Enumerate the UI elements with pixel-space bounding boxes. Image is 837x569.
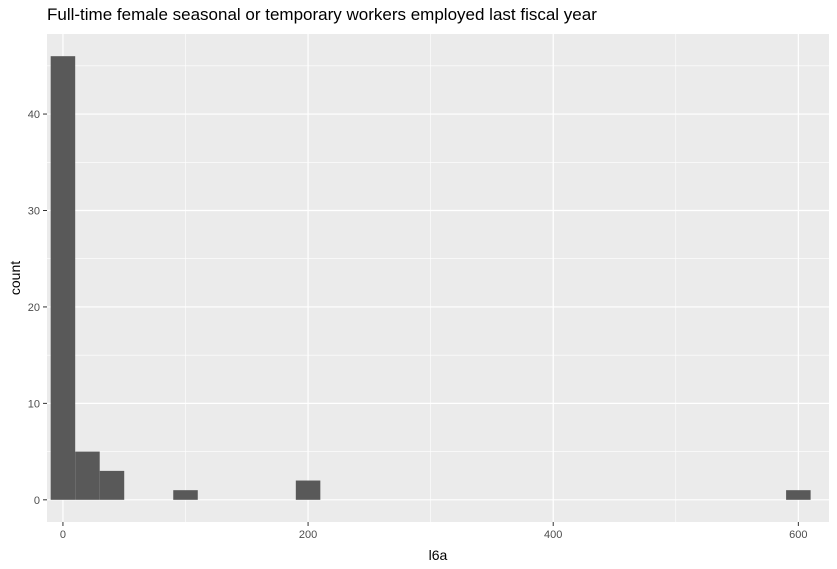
y-tick-label: 10 [28,398,40,410]
y-tick-label: 30 [28,205,40,217]
histogram-bar [50,56,76,500]
x-tick-label: 600 [789,529,807,541]
plot-panel [47,34,829,522]
histogram-bar [75,451,100,500]
histogram-bar [173,490,198,500]
histogram-bar [295,480,321,500]
x-tick-label: 400 [544,529,562,541]
x-axis-title: l6a [429,547,448,563]
y-tick-label: 20 [28,302,40,314]
y-tick-label: 0 [34,495,40,507]
histogram-bar [786,490,811,500]
histogram-bars [50,56,811,500]
chart-title: Full-time female seasonal or temporary w… [47,5,597,24]
y-axis-title: count [7,261,23,295]
x-tick-label: 200 [299,529,317,541]
x-axis: 0 200 400 600 [60,522,808,541]
x-tick-label: 0 [60,529,66,541]
y-tick-label: 40 [28,109,40,121]
y-axis: 0 10 20 30 40 [28,109,47,507]
histogram-bar [99,470,125,500]
minor-gridlines [47,34,829,522]
